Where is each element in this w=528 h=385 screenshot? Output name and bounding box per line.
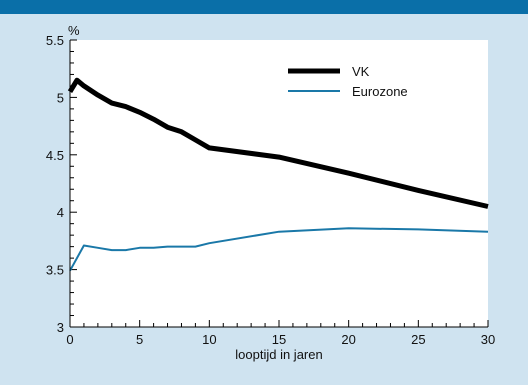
x-tick-label: 15 <box>272 332 286 347</box>
x-axis-title: looptijd in jaren <box>235 347 322 362</box>
y-tick-label: 5 <box>57 90 64 105</box>
y-tick-label: 5.5 <box>46 33 64 48</box>
y-tick-label: 3 <box>57 320 64 335</box>
y-tick-label: 4.5 <box>46 148 64 163</box>
x-tick-label: 30 <box>481 332 495 347</box>
y-tick-label: 4 <box>57 205 64 220</box>
y-axis-unit-label: % <box>68 23 80 38</box>
x-tick-label: 0 <box>66 332 73 347</box>
y-tick-label: 3.5 <box>46 263 64 278</box>
x-tick-label: 10 <box>202 332 216 347</box>
x-tick-label: 25 <box>411 332 425 347</box>
x-tick-label: 20 <box>341 332 355 347</box>
legend-label-vk: VK <box>352 64 370 79</box>
legend-label-eurozone: Eurozone <box>352 84 408 99</box>
x-tick-label: 5 <box>136 332 143 347</box>
plot-area <box>70 40 488 327</box>
